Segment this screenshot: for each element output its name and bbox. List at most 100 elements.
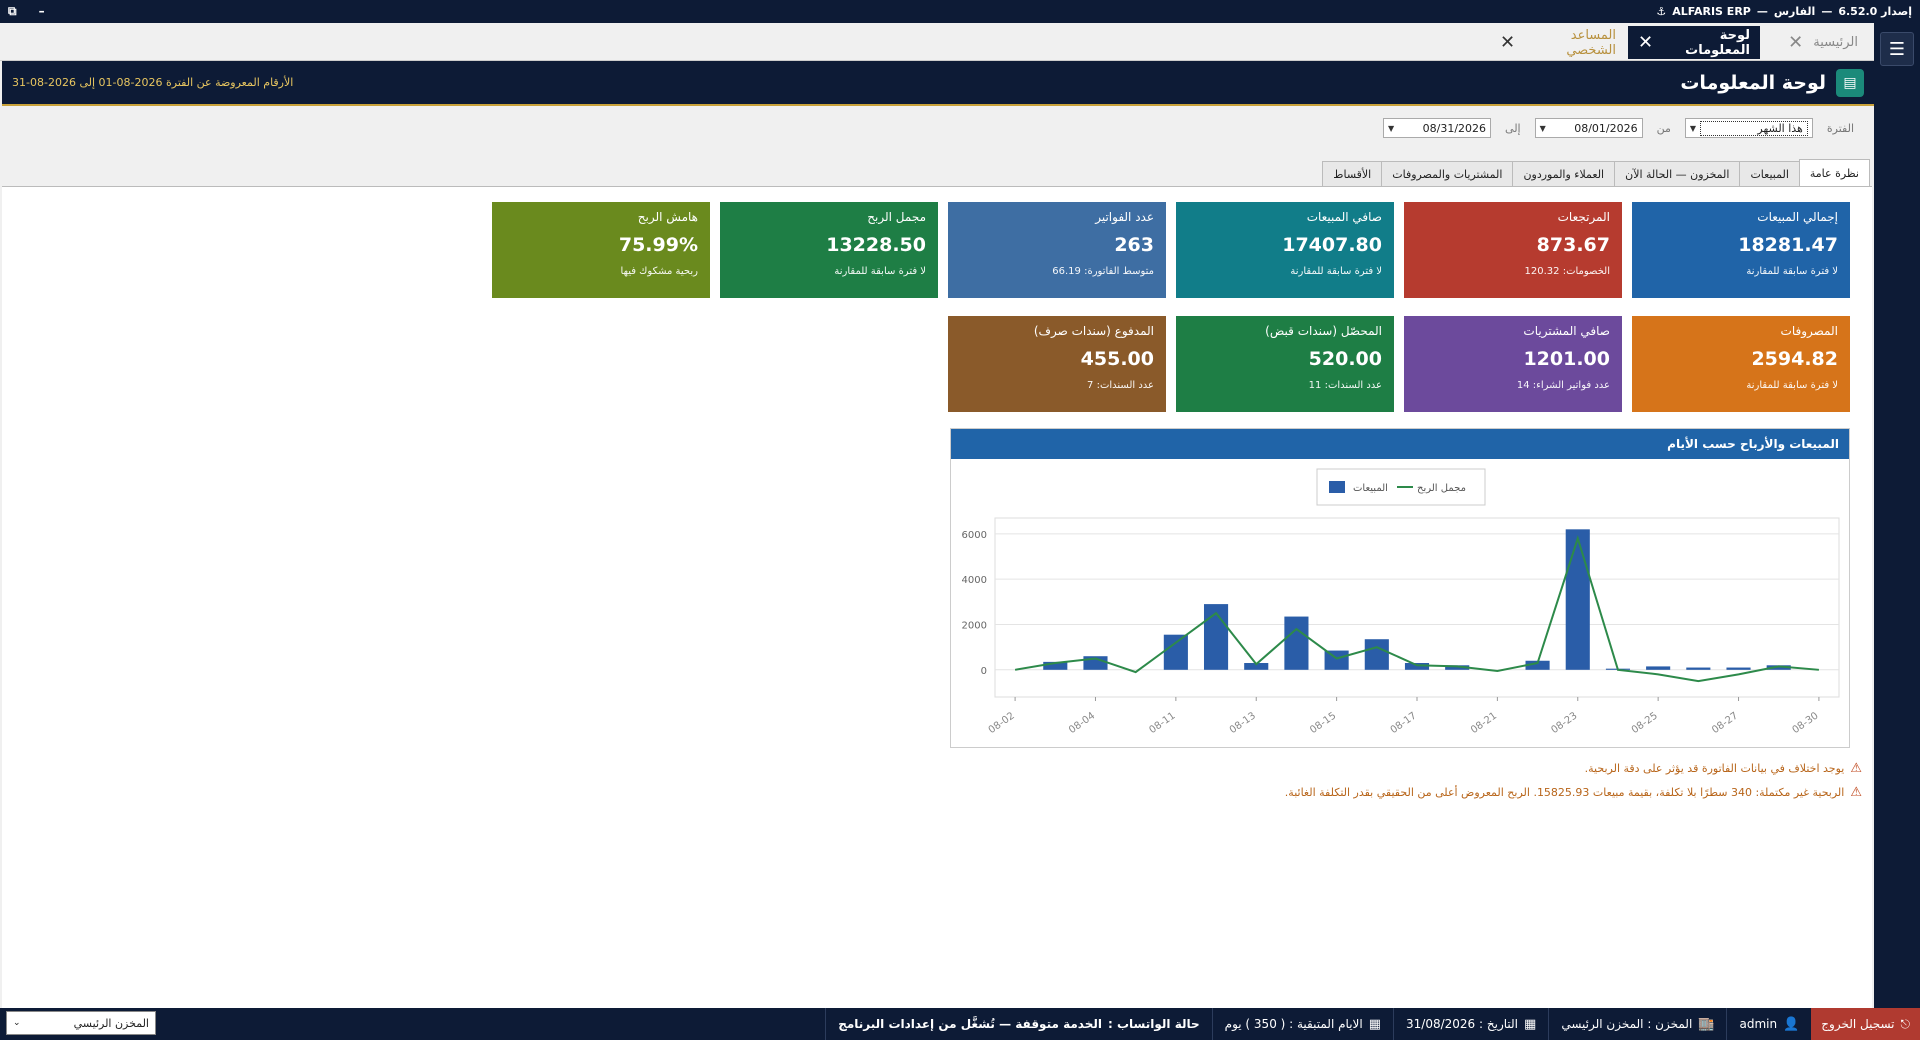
warehouse-text: المخزن : المخزن الرئيسي — [1561, 1017, 1693, 1031]
kpi-subtext: متوسط الفاتورة: 66.19 — [1052, 266, 1154, 277]
kpi-card-paid: المدفوع (سندات صرف) 455.00 عدد السندات: … — [948, 316, 1166, 412]
chevron-down-icon: ⌄ — [13, 1018, 21, 1028]
y-tick-label: 6000 — [962, 530, 987, 541]
remaining-days-text: الايام المتبقية : ( 350 ) يوم — [1224, 1017, 1363, 1031]
app-edition: الفارس — [1773, 5, 1816, 18]
status-bar: ⎋ تسجيل الخروج 👤 admin 🏬 المخزن : المخزن… — [0, 1008, 1920, 1040]
bar-sales — [1646, 666, 1671, 670]
legend-label-profit: مجمل الربح — [1417, 483, 1466, 494]
x-tick-label: 08-04 — [1067, 710, 1097, 736]
user-icon: 👤 — [1783, 1016, 1800, 1032]
section-tabs: نظرة عامة المبيعات المخزون — الحالة الآن… — [1322, 159, 1870, 186]
kpi-card-collected: المحصّل (سندات قبض) 520.00 عدد السندات: … — [1176, 316, 1394, 412]
whatsapp-status: الخدمة متوقفة — تُشغَّل من إعدادات البرن… — [838, 1017, 1102, 1031]
kpi-value: 263 — [1114, 234, 1154, 256]
period-range-text: الأرقام المعروضة عن الفترة 2026-08-01 إل… — [12, 76, 294, 89]
status-date: ▦ التاريخ : 31/08/2026 — [1393, 1008, 1548, 1040]
chevron-down-icon: ▼ — [1388, 123, 1395, 133]
minimize-window-icon[interactable]: – — [38, 4, 45, 18]
bar-sales — [1686, 667, 1711, 670]
hamburger-menu-icon[interactable]: ☰ — [1880, 32, 1914, 66]
kpi-card-expenses: المصروفات 2594.82 لا فترة سابقة للمقارنة — [1632, 316, 1850, 412]
kpi-value: 520.00 — [1308, 348, 1382, 370]
kpi-label: هامش الربح — [637, 210, 698, 224]
kpi-card-net-purchases: صافي المشتريات 1201.00 عدد فواتير الشراء… — [1404, 316, 1622, 412]
x-tick-label: 08-23 — [1549, 710, 1579, 736]
page-title-text: لوحة المعلومات — [1680, 71, 1826, 94]
period-label: الفترة — [1826, 121, 1854, 135]
bar-sales — [1404, 663, 1430, 670]
tab-sales[interactable]: المبيعات — [1739, 161, 1800, 186]
tab-installments[interactable]: الأقساط — [1322, 161, 1383, 186]
tab-inventory[interactable]: المخزون — الحالة الآن — [1614, 161, 1741, 186]
tab-label: لوحة المعلومات — [1685, 27, 1750, 58]
line-gross-profit — [1014, 535, 1819, 683]
bar-sales — [1766, 665, 1791, 670]
kpi-card-net-sales: صافي المبيعات 17407.80 لا فترة سابقة للم… — [1176, 202, 1394, 298]
from-date-value: 08/01/2026 — [1574, 121, 1638, 135]
calendar-icon: ▦ — [1368, 1016, 1382, 1032]
warning-icon: ⚠ — [1850, 785, 1862, 800]
tab-purchases-expenses[interactable]: المشتريات والمصروفات — [1381, 161, 1514, 186]
bar-sales — [1244, 663, 1269, 670]
kpi-subtext: الخصومات: 120.32 — [1524, 266, 1610, 277]
bar-sales — [1163, 634, 1188, 670]
warehouse-select-value: المخزن الرئيسي — [73, 1016, 149, 1030]
warning-icon: ⚠ — [1850, 761, 1862, 776]
date-text: التاريخ : 31/08/2026 — [1406, 1017, 1519, 1031]
y-tick-label: 2000 — [962, 620, 987, 631]
logout-icon: ⎋ — [1900, 1016, 1911, 1031]
x-tick-label: 08-13 — [1228, 710, 1258, 736]
status-user: 👤 admin — [1726, 1008, 1811, 1040]
calendar-icon: ▦ — [1524, 1016, 1537, 1032]
kpi-label: المحصّل (سندات قبض) — [1265, 324, 1382, 338]
kpi-card-profit-margin: هامش الربح 75.99% ربحية مشكوك فيها — [492, 202, 710, 298]
close-icon[interactable]: ✕ — [1788, 32, 1804, 53]
close-icon[interactable]: ✕ — [1500, 32, 1516, 53]
tab-personal-assistant[interactable]: المساعد الشخصي ✕ — [1490, 26, 1626, 59]
to-date-picker[interactable]: 08/31/2026 ▼ — [1383, 118, 1492, 138]
period-value: هذا الشهر — [1700, 120, 1808, 136]
restore-window-icon[interactable]: ⧉ — [8, 4, 17, 18]
kpi-label: صافي المبيعات — [1306, 210, 1382, 224]
x-tick-label: 08-17 — [1389, 710, 1419, 736]
kpi-label: المدفوع (سندات صرف) — [1033, 324, 1154, 338]
close-icon[interactable]: ✕ — [1638, 32, 1654, 53]
logout-label: تسجيل الخروج — [1821, 1017, 1895, 1031]
status-warehouse: 🏬 المخزن : المخزن الرئيسي — [1548, 1008, 1726, 1040]
from-date-picker[interactable]: 08/01/2026 ▼ — [1534, 118, 1643, 138]
whatsapp-label: حالة الواتساب : — [1108, 1017, 1200, 1031]
kpi-value: 455.00 — [1080, 348, 1154, 370]
kpi-label: إجمالي المبيعات — [1757, 210, 1838, 224]
warning-text: يوجد اختلاف في بيانات الفاتورة قد يؤثر ع… — [1584, 762, 1845, 775]
logout-button[interactable]: ⎋ تسجيل الخروج — [1811, 1008, 1920, 1040]
chart-canvas: المبيعات مجمل الربح 0 2000 4000 6000 08-02 08-0… — [962, 468, 1840, 736]
kpi-label: صافي المشتريات — [1523, 324, 1610, 338]
kpi-subtext: لا فترة سابقة للمقارنة — [1746, 380, 1838, 391]
y-tick-label: 0 — [981, 666, 987, 677]
kpi-card-total-sales: إجمالي المبيعات 18281.47 لا فترة سابقة ل… — [1632, 202, 1850, 298]
app-name: ALFARIS ERP — [1672, 5, 1751, 18]
warning-incomplete-profit: ⚠ الربحية غير مكتملة: 340 سطرًا بلا تكلف… — [1285, 785, 1862, 800]
kpi-subtext: عدد السندات: 11 — [1308, 380, 1382, 391]
period-select[interactable]: هذا الشهر ▼ — [1684, 118, 1813, 138]
tab-customers-suppliers[interactable]: العملاء والموردون — [1512, 161, 1616, 186]
warning-text: الربحية غير مكتملة: 340 سطرًا بلا تكلفة،… — [1284, 786, 1845, 799]
warning-invoice-data: ⚠ يوجد اختلاف في بيانات الفاتورة قد يؤثر… — [1585, 761, 1862, 776]
warehouse-select[interactable]: المخزن الرئيسي ⌄ — [6, 1011, 156, 1035]
tab-label: المساعد الشخصي — [1566, 27, 1616, 58]
bar-sales — [1364, 639, 1389, 670]
tab-dashboard[interactable]: لوحة المعلومات ✕ — [1628, 26, 1760, 59]
legend-label-sales: المبيعات — [1353, 483, 1388, 494]
kpi-value: 1201.00 — [1523, 348, 1610, 370]
bar-sales — [1726, 667, 1751, 670]
from-label: من — [1656, 121, 1671, 135]
y-tick-label: 4000 — [962, 575, 987, 586]
page-title: ▤ لوحة المعلومات — [1680, 68, 1864, 97]
tab-overview[interactable]: نظرة عامة — [1798, 159, 1870, 186]
document-icon: ▤ — [1836, 68, 1864, 97]
kpi-subtext: ربحية مشكوك فيها — [620, 266, 698, 277]
to-label: إلى — [1505, 121, 1521, 135]
chevron-down-icon: ▼ — [1539, 123, 1546, 133]
tab-home[interactable]: الرئيسية ✕ — [1762, 26, 1868, 59]
